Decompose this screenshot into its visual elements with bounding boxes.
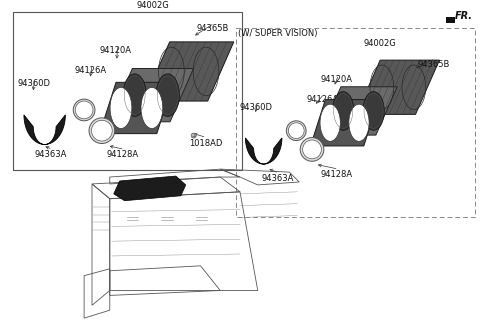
Text: 94360D: 94360D <box>17 79 50 88</box>
Text: 94365B: 94365B <box>418 60 450 69</box>
Text: 94365B: 94365B <box>197 24 229 33</box>
Ellipse shape <box>110 87 132 129</box>
Polygon shape <box>99 82 173 134</box>
Text: 94363A: 94363A <box>262 174 294 183</box>
Polygon shape <box>109 69 193 122</box>
Bar <box>354 106 363 116</box>
Ellipse shape <box>363 92 384 130</box>
Polygon shape <box>311 100 379 146</box>
Ellipse shape <box>141 87 163 129</box>
Text: 1018AD: 1018AD <box>189 139 222 147</box>
Ellipse shape <box>89 118 115 144</box>
Bar <box>236 28 475 217</box>
Text: FR.: FR. <box>455 11 473 21</box>
Ellipse shape <box>92 120 112 141</box>
Text: 94128A: 94128A <box>321 170 353 179</box>
Ellipse shape <box>191 133 196 138</box>
Polygon shape <box>245 138 282 164</box>
Text: 94128A: 94128A <box>107 150 139 159</box>
Polygon shape <box>144 42 234 101</box>
Bar <box>146 90 156 100</box>
Ellipse shape <box>303 140 322 159</box>
Bar <box>13 12 242 170</box>
Polygon shape <box>114 176 186 201</box>
Text: 94363A: 94363A <box>35 150 67 159</box>
Bar <box>446 17 455 23</box>
Ellipse shape <box>73 99 95 121</box>
Polygon shape <box>24 115 65 145</box>
Ellipse shape <box>333 92 354 130</box>
Ellipse shape <box>75 101 93 119</box>
Text: 94002G: 94002G <box>137 1 169 10</box>
Text: 94126A: 94126A <box>74 65 107 75</box>
Text: (W/ SUPER VISION): (W/ SUPER VISION) <box>238 29 318 38</box>
Ellipse shape <box>320 104 340 141</box>
Ellipse shape <box>287 121 306 141</box>
Text: 94360D: 94360D <box>240 103 273 112</box>
Ellipse shape <box>300 138 324 161</box>
Ellipse shape <box>123 74 146 116</box>
Polygon shape <box>320 87 397 135</box>
Ellipse shape <box>156 74 180 116</box>
Text: 94002G: 94002G <box>364 39 396 48</box>
Text: 94120A: 94120A <box>100 46 132 55</box>
Polygon shape <box>356 60 439 114</box>
Text: 94120A: 94120A <box>321 76 353 84</box>
Ellipse shape <box>288 123 304 139</box>
Ellipse shape <box>349 104 369 141</box>
Text: 94126A: 94126A <box>306 95 338 104</box>
